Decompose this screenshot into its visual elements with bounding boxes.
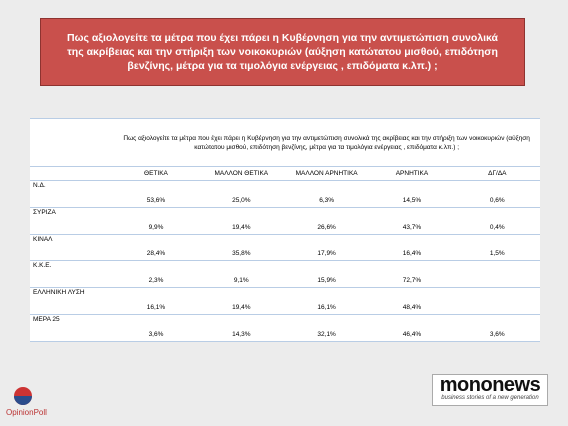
- column-header: ΜΑΛΛΟΝ ΘΕΤΙΚΑ: [198, 166, 284, 181]
- cell: 19,4%: [198, 287, 284, 316]
- cell: 16,4%: [369, 233, 455, 262]
- cell: [454, 260, 540, 289]
- cell: 48,4%: [369, 287, 455, 316]
- column-header: ΘΕΤΙΚΑ: [113, 166, 199, 181]
- results-table: Πως αξιολογείτε τα μέτρα που έχει πάρει …: [30, 118, 540, 342]
- row-label: ΚΙΝΑΛ: [30, 233, 114, 262]
- row-label: Ν.Δ.: [30, 180, 114, 208]
- cell: 3,6%: [454, 314, 540, 342]
- table-row: Ν.Δ. 53,6% 25,0% 6,3% 14,5% 0,6%: [30, 180, 540, 208]
- tagline: business stories of a new generation: [441, 395, 539, 401]
- column-header: ΔΓ/ΔΑ: [454, 166, 540, 181]
- pollster: OpinionPoll: [6, 408, 47, 417]
- cell: 16,1%: [113, 287, 199, 316]
- question: Πως αξιολογείτε τα μέτρα που έχει πάρει …: [113, 118, 540, 167]
- cell: 35,8%: [198, 233, 284, 262]
- cell: 3,6%: [113, 314, 199, 342]
- cell: 14,5%: [369, 180, 455, 208]
- cell: 16,1%: [283, 287, 370, 316]
- cell: 15,9%: [283, 260, 370, 289]
- cell: 0,6%: [454, 180, 540, 208]
- cell: 32,1%: [283, 314, 370, 342]
- corner-cell: [30, 166, 114, 181]
- cell: 6,3%: [283, 180, 370, 208]
- column-header: ΑΡΝΗΤΙΚΑ: [369, 166, 455, 181]
- mononews-logo: mononews business stories of a new gener…: [432, 374, 548, 406]
- title-banner: Πως αξιολογείτε τα μέτρα που έχει πάρει …: [40, 18, 525, 86]
- row-label: Κ.Κ.Ε.: [30, 260, 114, 289]
- cell: 17,9%: [283, 233, 370, 262]
- cell: 9,9%: [113, 206, 199, 235]
- cell: 9,1%: [198, 260, 284, 289]
- cell: 1,5%: [454, 233, 540, 262]
- cell: 43,7%: [369, 206, 455, 235]
- row-label: ΜΕΡΑ 25: [30, 314, 114, 342]
- cell: 14,3%: [198, 314, 284, 342]
- cell: 46,4%: [369, 314, 455, 342]
- brand: mononews: [439, 374, 541, 396]
- cell: 28,4%: [113, 233, 199, 262]
- cell: 72,7%: [369, 260, 455, 289]
- table-row: Κ.Κ.Ε. 2,3% 9,1% 15,9% 72,7%: [30, 260, 540, 289]
- table-row: ΚΙΝΑΛ 28,4% 35,8% 17,9% 16,4% 1,5%: [30, 233, 540, 262]
- corner-cell: [30, 118, 114, 167]
- cell: 53,6%: [113, 180, 199, 208]
- cell: 0,4%: [454, 206, 540, 235]
- cell: [454, 287, 540, 316]
- row-label: ΕΛΛΗΝΙΚΗ ΛΥΣΗ: [30, 287, 114, 316]
- row-label: ΣΥΡΙΖΑ: [30, 206, 114, 235]
- table-row: ΜΕΡΑ 25 3,6% 14,3% 32,1% 46,4% 3,6%: [30, 314, 540, 342]
- table-row: ΣΥΡΙΖΑ 9,9% 19,4% 26,6% 43,7% 0,4%: [30, 206, 540, 235]
- cell: 19,4%: [198, 206, 284, 235]
- cell: 26,6%: [283, 206, 370, 235]
- pollster-icon: [14, 387, 32, 405]
- column-header: ΜΑΛΛΟΝ ΑΡΝΗΤΙΚΑ: [283, 166, 370, 181]
- cell: 25,0%: [198, 180, 284, 208]
- table-row: ΕΛΛΗΝΙΚΗ ΛΥΣΗ 16,1% 19,4% 16,1% 48,4%: [30, 287, 540, 316]
- title: Πως αξιολογείτε τα μέτρα που έχει πάρει …: [67, 32, 498, 72]
- cell: 2,3%: [113, 260, 199, 289]
